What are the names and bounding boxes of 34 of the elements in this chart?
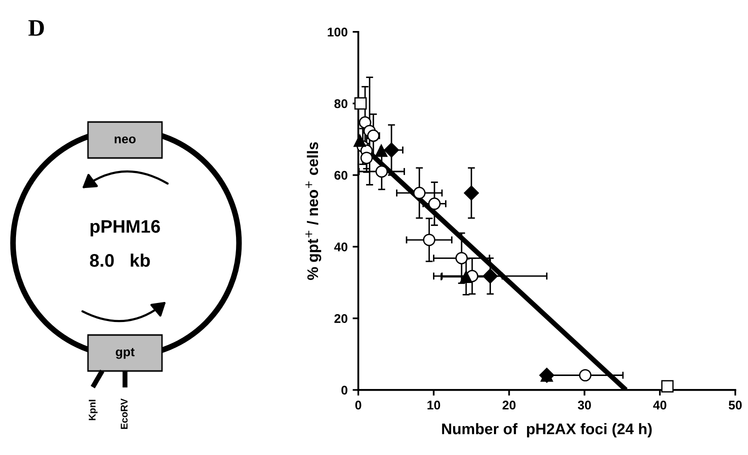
y-tick-label: 0 xyxy=(341,386,348,395)
y-tick-label: 40 xyxy=(334,242,348,252)
text: EcoRV xyxy=(120,398,128,429)
x-tick-label: 0 xyxy=(355,400,362,410)
text: D xyxy=(28,20,44,36)
text: neo xyxy=(114,136,136,144)
point xyxy=(354,97,367,110)
text: 8.0 kb xyxy=(90,254,150,267)
point xyxy=(422,234,436,246)
y-tick-label: 80 xyxy=(334,99,348,108)
point xyxy=(413,186,426,200)
point xyxy=(384,142,399,158)
point xyxy=(428,198,441,210)
point xyxy=(482,268,498,284)
x-tick-label: 40 xyxy=(653,400,666,410)
point xyxy=(579,369,592,382)
text: gpt xyxy=(116,348,135,359)
x-tick-label: 30 xyxy=(578,400,591,410)
y-tick-label: 20 xyxy=(334,314,348,323)
x-tick-label: 20 xyxy=(502,400,516,410)
point xyxy=(375,165,388,178)
y-axis-title: % gpt$^{+}$ / neo$^{+}$ cells xyxy=(305,142,322,280)
point xyxy=(661,380,674,393)
text: pPHM16 xyxy=(90,220,160,236)
x-tick-label: 50 xyxy=(728,400,742,410)
point xyxy=(360,152,373,164)
y-tick-label: 60 xyxy=(334,170,348,180)
text: KpnI xyxy=(88,400,98,420)
point xyxy=(354,134,366,147)
point xyxy=(464,185,479,200)
point xyxy=(460,270,472,283)
x-axis-title: Number of pH2AX foci (24 h) xyxy=(442,423,652,438)
x-tick-label: 10 xyxy=(428,400,440,410)
y-tick-label: 100 xyxy=(328,28,348,36)
